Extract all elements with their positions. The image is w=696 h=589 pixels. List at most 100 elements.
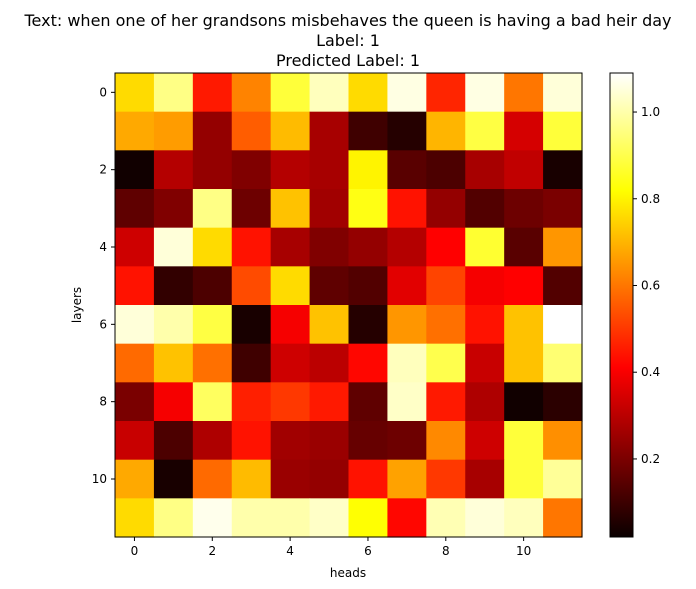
heatmap-cell	[387, 73, 427, 113]
heatmap-cell	[153, 343, 194, 383]
y-axis-label: layers	[70, 287, 84, 323]
title-line-2: Label: 1	[316, 31, 380, 50]
heatmap-cell	[270, 150, 311, 190]
heatmap-cell	[192, 343, 233, 383]
heatmap-cells	[115, 73, 583, 538]
heatmap-cell	[231, 227, 272, 267]
x-tick-label: 4	[286, 544, 294, 558]
heatmap-cell	[192, 459, 233, 499]
heatmap-cell	[115, 111, 155, 151]
colorbar-tick-label: 0.2	[641, 452, 660, 466]
heatmap-cell	[426, 343, 466, 383]
heatmap-cell	[153, 459, 194, 499]
y-axis-ticks: 0 2 4 6 8 10	[92, 85, 115, 486]
heatmap-cell	[270, 266, 311, 306]
heatmap-cell	[270, 421, 311, 461]
heatmap-cell	[348, 266, 389, 306]
heatmap-cell	[465, 305, 505, 345]
heatmap-cell	[115, 305, 155, 345]
colorbar	[609, 72, 634, 538]
x-tick-label: 8	[442, 544, 450, 558]
heatmap-cell	[348, 305, 389, 345]
heatmap-cell	[270, 305, 311, 345]
x-tick-label: 10	[516, 544, 531, 558]
heatmap-cell	[309, 111, 350, 151]
heatmap-cell	[348, 343, 389, 383]
heatmap-cell	[309, 343, 350, 383]
heatmap-cell	[192, 150, 233, 190]
heatmap-cell	[465, 459, 505, 499]
heatmap-cell	[426, 189, 466, 229]
heatmap-cell	[153, 73, 194, 113]
heatmap-cell	[309, 498, 350, 538]
y-tick-label: 2	[99, 163, 107, 177]
heatmap-cell	[426, 421, 466, 461]
heatmap-cell	[543, 150, 583, 190]
heatmap-cell	[387, 111, 427, 151]
colorbar-ticks: 0.2 0.4 0.6 0.8 1.0	[633, 105, 660, 466]
heatmap-cell	[153, 498, 194, 538]
heatmap-cell	[115, 227, 155, 267]
heatmap-cell	[270, 227, 311, 267]
heatmap-cell	[426, 111, 466, 151]
y-tick-label: 4	[99, 240, 107, 254]
heatmap-cell	[270, 73, 311, 113]
heatmap-cell	[270, 111, 311, 151]
heatmap-cell	[192, 382, 233, 422]
heatmap-cell	[270, 498, 311, 538]
heatmap-cell	[192, 305, 233, 345]
heatmap-cell	[192, 111, 233, 151]
heatmap-cell	[309, 266, 350, 306]
heatmap-cell	[504, 382, 544, 422]
heatmap-cell	[115, 343, 155, 383]
heatmap-cell	[504, 227, 544, 267]
heatmap-cell	[153, 305, 194, 345]
y-tick-label: 6	[99, 317, 107, 331]
colorbar-tick-label: 0.8	[641, 192, 660, 206]
heatmap-cell	[426, 382, 466, 422]
heatmap-cell	[115, 266, 155, 306]
heatmap-cell	[115, 73, 155, 113]
heatmap-cell	[387, 150, 427, 190]
heatmap-cell	[465, 150, 505, 190]
heatmap-cell	[504, 305, 544, 345]
heatmap-cell	[115, 498, 155, 538]
heatmap-cell	[348, 421, 389, 461]
heatmap-cell	[465, 266, 505, 306]
heatmap-cell	[309, 421, 350, 461]
heatmap-cell	[192, 227, 233, 267]
heatmap-cell	[348, 498, 389, 538]
heatmap-cell	[543, 382, 583, 422]
heatmap-cell	[504, 150, 544, 190]
heatmap-cell	[504, 421, 544, 461]
x-axis-label: heads	[330, 566, 366, 580]
heatmap-cell	[153, 227, 194, 267]
heatmap-cell	[426, 150, 466, 190]
heatmap-cell	[231, 343, 272, 383]
heatmap-cell	[426, 459, 466, 499]
heatmap-cell	[504, 189, 544, 229]
heatmap-cell	[153, 382, 194, 422]
heatmap-cell	[309, 189, 350, 229]
heatmap-cell	[309, 73, 350, 113]
heatmap-cell	[348, 382, 389, 422]
heatmap-cell	[543, 189, 583, 229]
heatmap-cell	[153, 421, 194, 461]
y-tick-label: 0	[99, 85, 107, 99]
x-axis-ticks: 0 2 4 6 8 10	[131, 537, 531, 558]
heatmap-cell	[348, 189, 389, 229]
heatmap-cell	[543, 73, 583, 113]
heatmap-cell	[426, 305, 466, 345]
heatmap-cell	[387, 343, 427, 383]
x-tick-label: 2	[208, 544, 216, 558]
heatmap-cell	[504, 459, 544, 499]
heatmap-cell	[426, 73, 466, 113]
heatmap-cell	[115, 150, 155, 190]
heatmap-cell	[387, 227, 427, 267]
heatmap-cell	[231, 421, 272, 461]
heatmap-cell	[543, 498, 583, 538]
heatmap-cell	[543, 421, 583, 461]
heatmap-cell	[192, 266, 233, 306]
heatmap-cell	[192, 498, 233, 538]
